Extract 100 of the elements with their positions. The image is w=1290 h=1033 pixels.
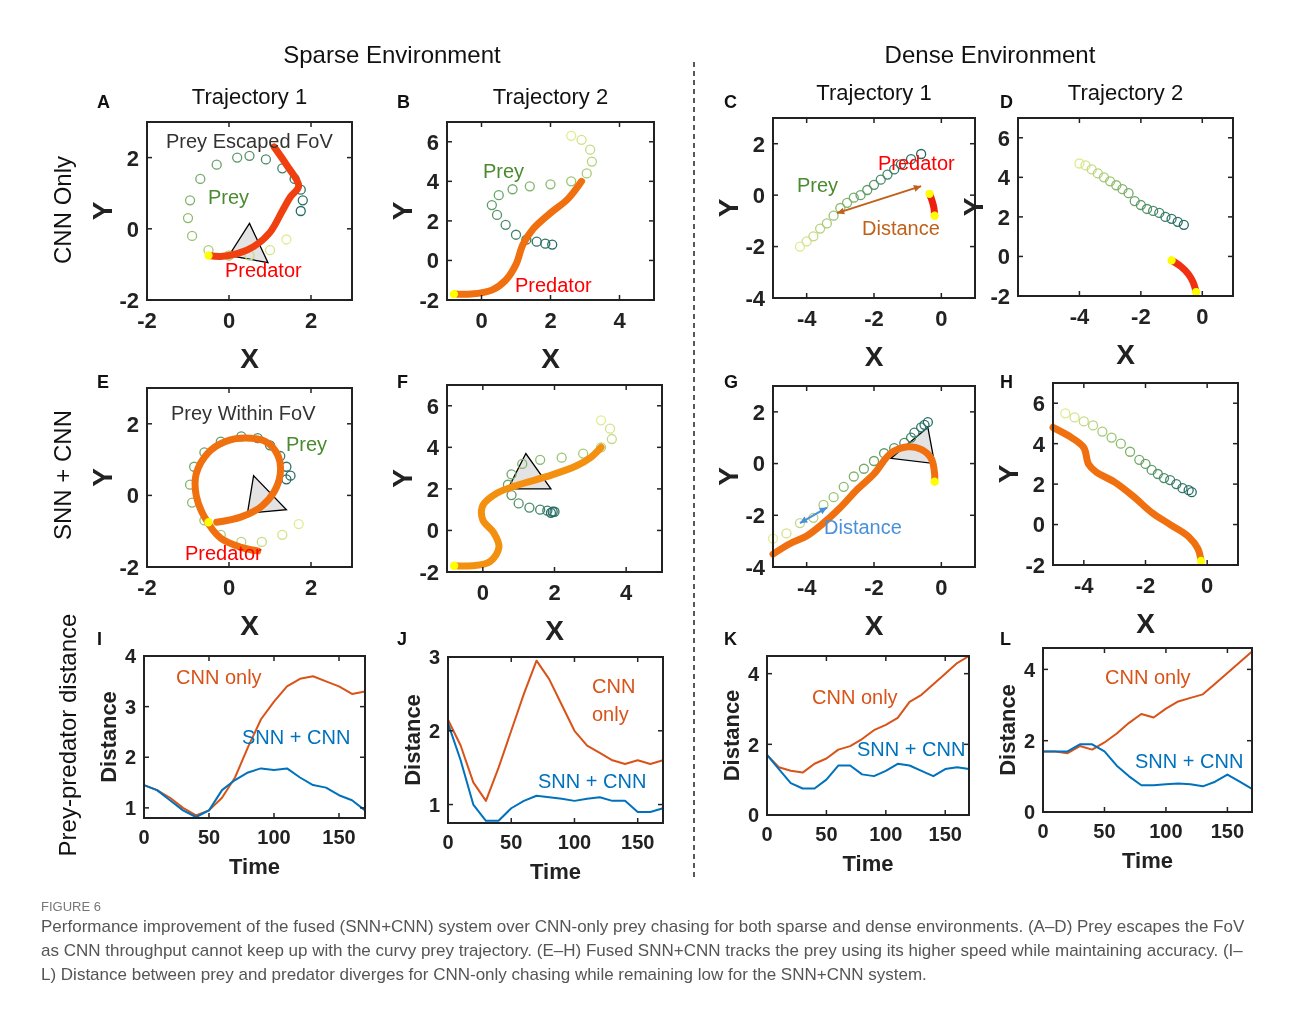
point	[1147, 205, 1159, 217]
series-label: Predator	[185, 542, 263, 564]
x-tick-label: 100	[557, 831, 592, 853]
point	[1171, 478, 1182, 490]
point	[293, 518, 304, 530]
y-tick-label: 0	[126, 216, 139, 242]
series-label: Prey	[483, 160, 525, 182]
y-tick-label: 3	[124, 695, 136, 718]
y-tick-label: 2	[752, 399, 765, 425]
series-label: CNN only	[176, 666, 262, 688]
point	[486, 199, 497, 211]
x-tick-label: -2	[1131, 304, 1151, 329]
point	[295, 205, 306, 217]
point	[507, 184, 518, 195]
point	[828, 210, 839, 221]
text: A	[97, 92, 110, 112]
point	[868, 179, 880, 191]
point	[1080, 160, 1091, 171]
point	[1167, 256, 1176, 265]
y-tick-label: 2	[752, 131, 765, 157]
y-tick-label: 0	[126, 483, 139, 509]
x-tick-label: 50	[197, 826, 221, 848]
point	[838, 481, 849, 492]
series-label: Prey	[797, 174, 839, 196]
text: SNN + CNN	[49, 409, 77, 541]
point	[585, 144, 596, 155]
y-axis-title: Y	[87, 201, 119, 221]
point	[1158, 472, 1170, 484]
y-axis-title: Y	[993, 464, 1025, 484]
x-axis-title: X	[545, 615, 565, 646]
point	[186, 230, 198, 242]
point	[1060, 408, 1071, 419]
x-tick-label: 0	[475, 308, 488, 333]
point	[449, 289, 459, 299]
point	[524, 502, 535, 513]
y-axis-title: Y	[713, 466, 745, 486]
point	[281, 234, 292, 245]
point	[576, 134, 587, 145]
y-tick-label: 4	[124, 645, 137, 668]
point	[517, 458, 528, 470]
point	[1140, 458, 1151, 470]
point	[297, 195, 308, 206]
x-tick-label: -2	[864, 306, 884, 331]
y-tick-label: -2	[119, 554, 139, 580]
y-tick-label: -4	[745, 554, 766, 580]
y-axis-title: Distance	[994, 684, 1020, 776]
x-tick-label: 100	[257, 826, 291, 848]
x-tick-label: -4	[1074, 573, 1095, 598]
y-axis-title: Distance	[718, 689, 744, 782]
point	[905, 432, 917, 443]
text: Sparse Environment	[283, 41, 502, 68]
text: I	[97, 629, 103, 649]
x-tick-label: 150	[1210, 820, 1245, 842]
y-tick-label: -2	[990, 283, 1010, 309]
x-tick-label: 0	[222, 575, 236, 600]
x-tick-label: -2	[1135, 573, 1156, 598]
x-tick-label: 0	[935, 575, 948, 600]
x-tick-label: 0	[442, 831, 454, 853]
series-label: SNN + CNN	[1135, 750, 1244, 772]
point	[821, 218, 833, 229]
text: J	[397, 629, 408, 649]
series-label: CNN only	[592, 675, 636, 725]
point	[1124, 446, 1136, 457]
y-tick-label: 1	[428, 793, 440, 816]
x-tick-label: 0	[1196, 304, 1209, 329]
point	[535, 454, 546, 465]
x-axis-title: X	[864, 341, 884, 372]
point	[828, 492, 839, 503]
y-tick-label: 2	[126, 145, 139, 171]
chart-title: Trajectory 2	[1067, 80, 1184, 105]
x-tick-label: -4	[1069, 304, 1090, 329]
x-tick-label: 2	[304, 575, 318, 600]
y-tick-label: 0	[426, 248, 439, 274]
point	[1111, 180, 1122, 191]
point	[184, 195, 196, 206]
y-tick-label: 0	[752, 451, 765, 477]
point	[277, 529, 288, 540]
y-tick-label: 4	[1023, 658, 1036, 681]
point	[1092, 168, 1104, 179]
point	[1135, 199, 1147, 211]
y-axis-title: Y	[87, 467, 119, 487]
y-axis-title: Y	[387, 201, 419, 221]
point	[1160, 211, 1171, 223]
x-tick-label: 50	[500, 831, 523, 853]
chart-title: Trajectory 2	[492, 84, 609, 109]
text: H	[1000, 372, 1013, 392]
y-axis-title: Distance	[399, 694, 425, 786]
point	[506, 489, 517, 501]
point	[586, 156, 598, 167]
text: D	[1000, 92, 1013, 112]
y-tick-label: 0	[747, 804, 759, 827]
x-axis-title: X	[864, 610, 884, 641]
chart-title: Trajectory 1	[816, 80, 932, 105]
point	[1146, 464, 1157, 476]
point	[848, 471, 859, 482]
point	[875, 174, 886, 185]
point	[909, 427, 920, 438]
y-tick-label: -2	[745, 503, 765, 529]
x-tick-label: 100	[1149, 820, 1183, 842]
point	[814, 223, 826, 234]
